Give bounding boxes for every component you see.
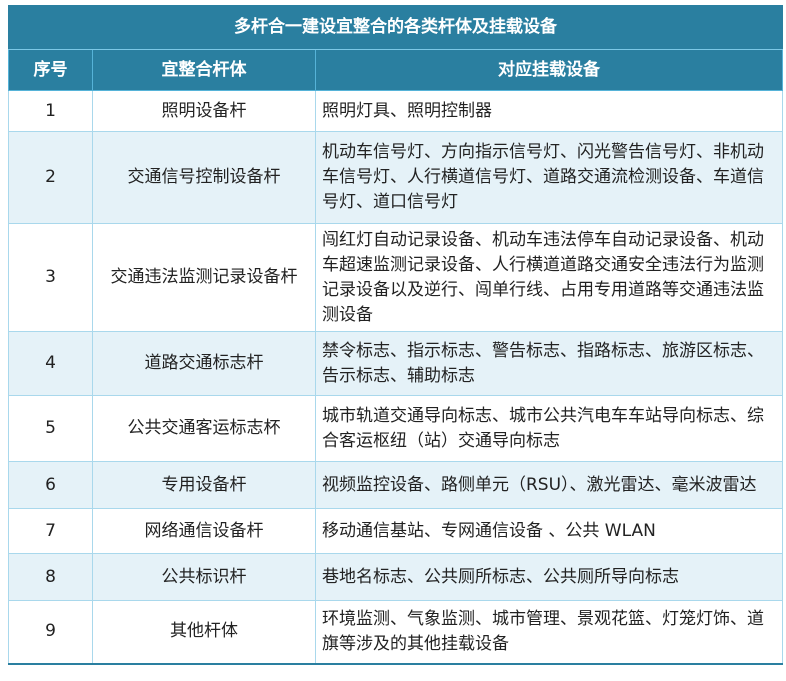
table-row: 6 专用设备杆 视频监控设备、路侧单元（RSU）、激光雷达、毫米波雷达 <box>8 461 784 509</box>
row-no: 9 <box>8 600 93 665</box>
row-no: 6 <box>8 461 93 509</box>
row-pole: 网络通信设备杆 <box>92 508 316 554</box>
row-devices: 城市轨道交通导向标志、城市公共汽电车车站导向标志、综合客运枢纽（站）交通导向标志 <box>314 395 784 462</box>
row-no: 7 <box>8 508 93 554</box>
row-no: 1 <box>8 90 93 132</box>
header-devices: 对应挂载设备 <box>314 49 784 91</box>
table-row: 2 交通信号控制设备杆 机动车信号灯、方向指示信号灯、闪光警告信号灯、非机动车信… <box>8 131 784 224</box>
row-no: 4 <box>8 331 93 396</box>
row-pole: 公共交通客运标志杯 <box>92 395 316 462</box>
row-pole: 专用设备杆 <box>92 461 316 509</box>
row-pole: 照明设备杆 <box>92 90 316 132</box>
row-no: 8 <box>8 553 93 601</box>
table-row: 4 道路交通标志杆 禁令标志、指示标志、警告标志、指路标志、旅游区标志、告示标志… <box>8 331 784 396</box>
row-pole: 公共标识杆 <box>92 553 316 601</box>
row-no: 2 <box>8 131 93 224</box>
row-no: 5 <box>8 395 93 462</box>
row-pole: 交通违法监测记录设备杆 <box>92 223 316 332</box>
table-row: 9 其他杆体 环境监测、气象监测、城市管理、景观花篮、灯笼灯饰、道旗等涉及的其他… <box>8 600 784 665</box>
row-devices: 巷地名标志、公共厕所标志、公共厕所导向标志 <box>314 553 784 601</box>
row-devices: 禁令标志、指示标志、警告标志、指路标志、旅游区标志、告示标志、辅助标志 <box>314 331 784 396</box>
table-row: 1 照明设备杆 照明灯具、照明控制器 <box>8 90 784 132</box>
header-no: 序号 <box>8 49 93 91</box>
row-no: 3 <box>8 223 93 332</box>
pole-equipment-table: 多杆合一建设宜整合的各类杆体及挂载设备 序号 宜整合杆体 对应挂载设备 1 照明… <box>7 5 784 665</box>
row-devices: 闯红灯自动记录设备、机动车违法停车自动记录设备、机动车超速监测记录设备、人行横道… <box>314 223 784 332</box>
header-pole: 宜整合杆体 <box>92 49 316 91</box>
row-pole: 道路交通标志杆 <box>92 331 316 396</box>
row-pole: 交通信号控制设备杆 <box>92 131 316 224</box>
table-row: 7 网络通信设备杆 移动通信基站、专网通信设备 、公共 WLAN <box>8 508 784 554</box>
table-row: 8 公共标识杆 巷地名标志、公共厕所标志、公共厕所导向标志 <box>8 553 784 601</box>
row-devices: 移动通信基站、专网通信设备 、公共 WLAN <box>314 508 784 554</box>
row-devices: 机动车信号灯、方向指示信号灯、闪光警告信号灯、非机动车信号灯、人行横道信号灯、道… <box>314 131 784 224</box>
table-title: 多杆合一建设宜整合的各类杆体及挂载设备 <box>7 5 784 50</box>
row-devices: 环境监测、气象监测、城市管理、景观花篮、灯笼灯饰、道旗等涉及的其他挂载设备 <box>314 600 784 665</box>
table-row: 5 公共交通客运标志杯 城市轨道交通导向标志、城市公共汽电车车站导向标志、综合客… <box>8 395 784 462</box>
table-row: 3 交通违法监测记录设备杆 闯红灯自动记录设备、机动车违法停车自动记录设备、机动… <box>8 223 784 332</box>
row-pole: 其他杆体 <box>92 600 316 665</box>
row-devices: 视频监控设备、路侧单元（RSU）、激光雷达、毫米波雷达 <box>314 461 784 509</box>
row-devices: 照明灯具、照明控制器 <box>314 90 784 132</box>
